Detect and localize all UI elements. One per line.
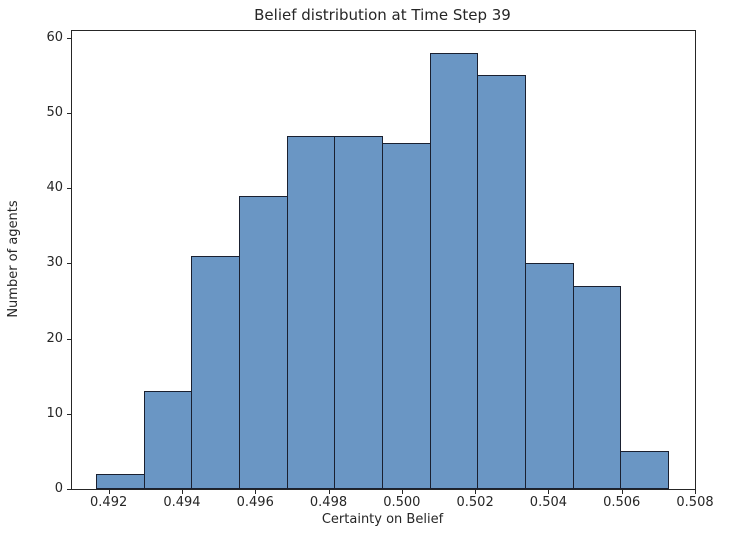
y-tick-label: 30 [46,255,63,271]
x-tick-mark [548,490,550,494]
x-tick-label: 0.492 [90,495,128,510]
x-tick-mark [328,490,330,494]
x-tick-label: 0.506 [603,495,641,510]
y-tick-mark [67,112,71,114]
histogram-bar [620,451,669,489]
x-tick-label: 0.494 [163,495,201,510]
x-tick-mark [475,490,477,494]
y-tick-label: 60 [46,29,63,45]
x-tick-mark [695,490,696,494]
histogram-bar [477,75,526,489]
y-tick-mark [67,338,71,340]
y-tick-label: 10 [46,405,63,421]
y-tick-mark [67,489,71,490]
x-tick-mark [181,490,183,494]
x-tick-mark [621,490,623,494]
histogram-bar [96,473,145,489]
x-tick-label: 0.496 [236,495,274,510]
histogram-bar [143,391,193,489]
histogram-bar [572,285,622,489]
histogram-bar [191,255,241,489]
y-tick-label: 50 [46,104,63,120]
y-tick-mark [67,413,71,415]
histogram-bar [382,143,431,489]
x-tick-label: 0.508 [676,495,714,510]
x-tick-label: 0.498 [309,495,348,510]
x-axis-label: Certainty on Belief [321,512,444,527]
x-tick-label: 0.502 [456,495,494,510]
y-tick-mark [67,37,71,39]
histogram-bar [286,135,336,489]
y-tick-mark [67,263,71,265]
y-tick-label: 0 [54,481,63,496]
y-tick-label: 40 [46,180,63,196]
x-tick-mark [401,490,403,494]
y-tick-label: 20 [46,330,63,346]
histogram-bar [429,52,479,489]
chart-title: Belief distribution at Time Step 39 [254,6,511,24]
histogram-bar [239,195,288,489]
x-tick-mark [108,490,110,494]
x-tick-mark [255,490,257,494]
y-axis-label: Number of agents [6,200,21,318]
histogram-bar [524,263,574,489]
histogram-bar [334,135,383,489]
x-tick-label: 0.504 [529,495,568,510]
x-tick-label: 0.500 [383,495,421,510]
plot-area [71,30,696,490]
y-tick-mark [67,188,71,190]
